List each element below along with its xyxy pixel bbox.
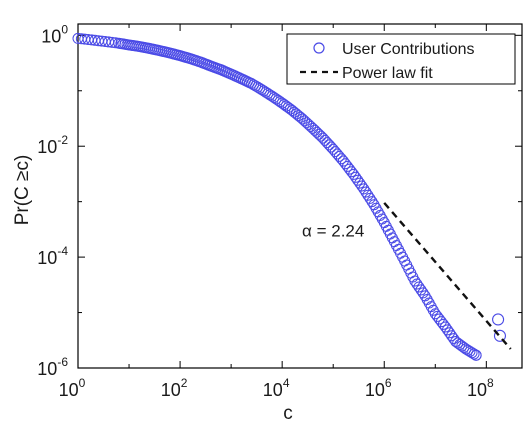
x-tick-label: 100	[59, 376, 86, 400]
data-point	[309, 124, 321, 136]
y-tick-label: 10-6	[37, 355, 68, 379]
data-point	[437, 318, 449, 330]
y-tick-label: 10-2	[37, 133, 68, 157]
y-axis-tick-labels: 100 10-2 10-4 10-6	[37, 22, 68, 379]
data-point	[299, 115, 311, 127]
data-point	[352, 174, 364, 186]
data-point	[311, 126, 323, 138]
x-axis-ticks	[77, 24, 487, 368]
y-tick-label: 10-4	[37, 244, 68, 268]
data-point	[305, 120, 317, 132]
alpha-annotation: α = 2.24	[302, 222, 364, 241]
data-point	[413, 281, 425, 293]
data-point-outlier	[492, 313, 505, 326]
y-axis-label: Pr(C ≥c)	[12, 155, 33, 226]
data-point	[356, 180, 368, 192]
legend-marker-user-contributions	[313, 42, 325, 54]
data-point	[106, 36, 118, 48]
data-point	[411, 278, 423, 290]
x-axis-label: c	[283, 403, 293, 424]
data-point	[348, 168, 360, 180]
data-point	[358, 183, 370, 195]
data-point	[315, 130, 327, 142]
data-point	[297, 113, 309, 125]
data-point	[307, 122, 319, 134]
x-tick-label: 108	[467, 376, 494, 400]
data-point	[301, 117, 313, 129]
series-power-law-fit	[383, 202, 512, 350]
data-point	[346, 166, 358, 178]
y-tick-label: 100	[41, 22, 68, 46]
legend-label-user-contributions: User Contributions	[342, 41, 475, 58]
data-point	[409, 275, 421, 287]
x-tick-label: 106	[365, 376, 392, 400]
data-point	[350, 171, 362, 183]
legend: User Contributions Power law fit	[286, 33, 516, 85]
data-point-outlier	[493, 329, 507, 342]
data-point	[362, 189, 374, 201]
data-point	[439, 321, 451, 333]
data-point	[295, 111, 307, 123]
data-point	[417, 287, 429, 299]
x-axis-tick-labels: 100 102 104 106 108	[59, 376, 494, 400]
data-point	[366, 196, 378, 208]
data-point	[354, 177, 366, 189]
data-point	[468, 348, 480, 360]
legend-label-power-law-fit: Power law fit	[342, 65, 433, 82]
data-point	[441, 324, 453, 336]
data-point	[446, 330, 458, 342]
data-point	[448, 333, 460, 345]
x-tick-label: 102	[161, 376, 188, 400]
x-tick-label: 104	[263, 376, 290, 400]
power-law-fit-line	[383, 202, 512, 350]
data-point	[470, 349, 482, 361]
y-axis-ticks	[78, 34, 522, 369]
data-point	[364, 192, 376, 204]
data-point	[313, 128, 325, 140]
data-point	[444, 327, 456, 339]
data-point	[360, 186, 372, 198]
legend-box	[286, 33, 516, 85]
series-user-contributions	[72, 32, 507, 361]
data-point	[415, 284, 427, 296]
data-point	[303, 119, 315, 131]
